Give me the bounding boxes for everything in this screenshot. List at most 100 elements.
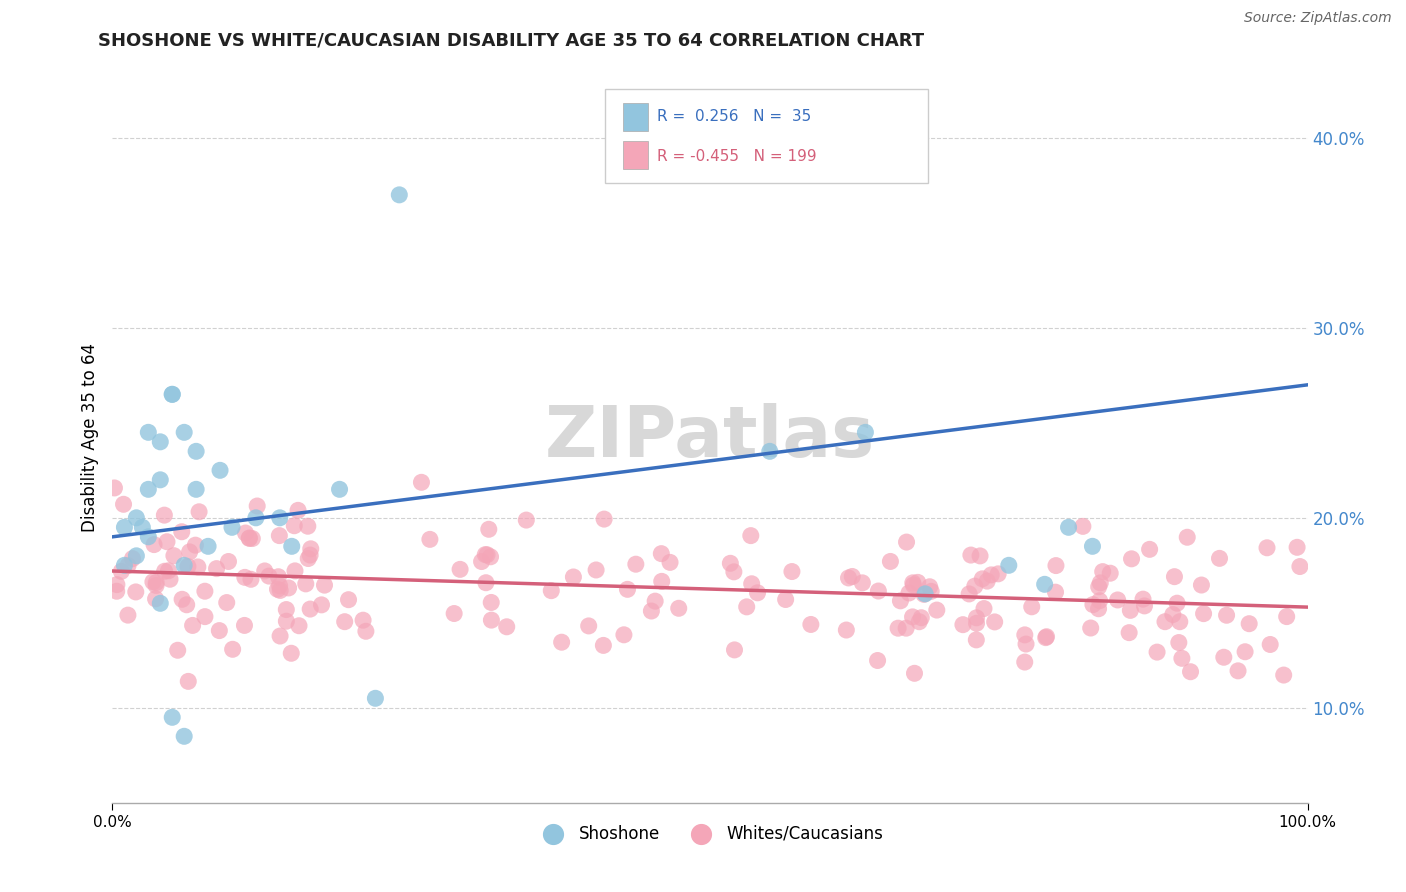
Point [177, 674, 200, 689]
Point [276, 602, 298, 616]
Point [1081, 598, 1104, 612]
Point [215, 596, 238, 610]
Point [1139, 542, 1161, 557]
Point [780, 565, 803, 579]
Point [1088, 593, 1111, 607]
Point [868, 584, 890, 599]
Point [965, 632, 987, 647]
Point [640, 604, 662, 618]
Point [479, 595, 502, 609]
Text: R = -0.455   N = 199: R = -0.455 N = 199 [657, 149, 817, 163]
Point [1090, 575, 1112, 590]
Point [1071, 519, 1094, 533]
Point [887, 621, 910, 635]
Point [221, 520, 243, 534]
Point [145, 575, 167, 590]
Point [1171, 651, 1194, 665]
Point [901, 575, 924, 590]
Point [976, 574, 998, 588]
Point [651, 574, 673, 589]
Point [1014, 628, 1036, 642]
Point [181, 618, 204, 632]
Point [149, 596, 172, 610]
Point [186, 483, 208, 497]
Point [925, 603, 948, 617]
Point [1119, 603, 1142, 617]
Point [759, 444, 782, 458]
Point [266, 582, 288, 597]
Point [1133, 599, 1156, 613]
Point [411, 475, 433, 490]
Point [269, 579, 291, 593]
Point [194, 584, 217, 599]
Point [188, 505, 211, 519]
Point [1212, 650, 1234, 665]
Point [898, 586, 921, 600]
Point [879, 554, 901, 568]
Point [585, 563, 607, 577]
Point [354, 624, 377, 639]
Point [245, 511, 267, 525]
Point [1118, 625, 1140, 640]
Point [337, 592, 360, 607]
Point [903, 578, 925, 592]
Text: Source: ZipAtlas.com: Source: ZipAtlas.com [1244, 11, 1392, 25]
Point [908, 615, 931, 629]
Point [284, 564, 307, 578]
Point [1107, 593, 1129, 607]
Point [1227, 664, 1250, 678]
Point [267, 570, 290, 584]
Point [1237, 616, 1260, 631]
Point [269, 528, 291, 542]
Point [481, 613, 503, 627]
Point [221, 642, 243, 657]
Point [145, 591, 167, 606]
Point [125, 549, 148, 563]
Point [998, 558, 1021, 573]
Point [142, 574, 165, 589]
Point [1154, 615, 1177, 629]
Point [841, 569, 863, 583]
Point [668, 601, 690, 615]
Point [972, 572, 994, 586]
Point [269, 629, 291, 643]
Point [163, 549, 186, 563]
Point [269, 511, 291, 525]
Point [238, 531, 260, 545]
Point [329, 483, 352, 497]
Point [117, 558, 139, 573]
Point [515, 513, 537, 527]
Point [443, 607, 465, 621]
Point [1146, 645, 1168, 659]
Point [562, 570, 585, 584]
Point [540, 583, 562, 598]
Point [1168, 615, 1191, 629]
Point [910, 611, 932, 625]
Legend: Shoshone, Whites/Caucasians: Shoshone, Whites/Caucasians [530, 818, 890, 849]
Point [1258, 638, 1281, 652]
Point [866, 653, 889, 667]
Point [966, 616, 988, 631]
Point [388, 187, 411, 202]
Point [299, 548, 322, 562]
Point [419, 533, 441, 547]
Point [474, 548, 496, 562]
Point [896, 535, 918, 549]
Point [172, 592, 194, 607]
Point [280, 646, 302, 660]
Point [578, 619, 600, 633]
Point [233, 618, 256, 632]
Point [156, 534, 179, 549]
Point [179, 545, 201, 559]
Point [1167, 635, 1189, 649]
Point [735, 599, 758, 614]
Point [239, 572, 262, 586]
Point [1275, 609, 1298, 624]
Text: ZIPatlas: ZIPatlas [546, 402, 875, 472]
Point [276, 614, 298, 628]
Point [800, 617, 823, 632]
Point [157, 564, 180, 578]
Point [918, 580, 941, 594]
Point [775, 592, 797, 607]
Point [297, 519, 319, 533]
